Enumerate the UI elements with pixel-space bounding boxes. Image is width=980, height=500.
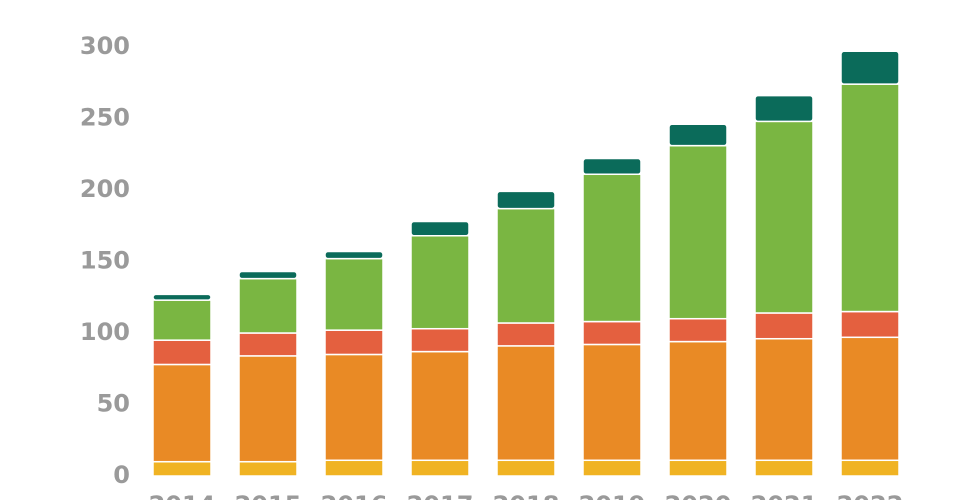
bar-segment bbox=[324, 459, 384, 477]
bar-segment bbox=[668, 123, 728, 147]
x-tick-label: 2021 bbox=[751, 491, 818, 500]
bar-segment bbox=[668, 317, 728, 343]
bar-segment bbox=[324, 257, 384, 331]
bar-segment bbox=[238, 332, 298, 357]
y-tick-label: 250 bbox=[80, 104, 130, 132]
bar-segment bbox=[668, 340, 728, 462]
bar-segment bbox=[238, 277, 298, 334]
bar-segment bbox=[840, 336, 900, 462]
bar-segment bbox=[582, 343, 642, 462]
bar-segment bbox=[496, 207, 556, 324]
x-tick-label: 2017 bbox=[407, 491, 474, 500]
x-tick-label: 2022 bbox=[837, 491, 904, 500]
bar-segment bbox=[238, 355, 298, 463]
bar-segment bbox=[410, 350, 470, 462]
bar-segment bbox=[496, 322, 556, 347]
bar-segment bbox=[840, 459, 900, 477]
y-tick-label: 50 bbox=[97, 390, 130, 418]
x-tick-label: 2016 bbox=[321, 491, 388, 500]
x-tick-label: 2020 bbox=[665, 491, 732, 500]
bar-segment bbox=[754, 337, 814, 462]
bar-segment bbox=[582, 320, 642, 346]
bar-segment bbox=[582, 157, 642, 176]
x-tick-label: 2018 bbox=[493, 491, 560, 500]
bar-segment bbox=[840, 310, 900, 339]
bar-segment bbox=[238, 270, 298, 280]
bar-segment bbox=[496, 345, 556, 462]
bar-segment bbox=[410, 459, 470, 477]
bar-segment bbox=[582, 173, 642, 323]
bar-segment bbox=[324, 353, 384, 462]
bar-segment bbox=[668, 459, 728, 477]
bar-segment bbox=[754, 94, 814, 123]
bar-segment bbox=[152, 293, 212, 301]
bar-segment bbox=[152, 460, 212, 477]
bar-segment bbox=[152, 339, 212, 366]
y-tick-label: 0 bbox=[113, 461, 130, 489]
bar-segment bbox=[754, 120, 814, 314]
x-tick-label: 2014 bbox=[149, 491, 216, 500]
bar-segment bbox=[410, 235, 470, 330]
bar-segment bbox=[582, 459, 642, 477]
x-tick-label: 2019 bbox=[579, 491, 646, 500]
y-tick-label: 150 bbox=[80, 247, 130, 275]
bar-segment bbox=[152, 299, 212, 341]
bar-segment bbox=[840, 83, 900, 313]
bar-segment bbox=[410, 220, 470, 237]
bar-segment bbox=[410, 327, 470, 353]
bar-segment bbox=[152, 363, 212, 463]
y-tick-label: 200 bbox=[80, 175, 130, 203]
y-tick-label: 300 bbox=[80, 32, 130, 60]
x-tick-label: 2015 bbox=[235, 491, 302, 500]
bar-segment bbox=[324, 250, 384, 260]
bar-segment bbox=[668, 144, 728, 320]
y-tick-label: 100 bbox=[80, 318, 130, 346]
bar-segment bbox=[754, 312, 814, 340]
bar-segment bbox=[840, 50, 900, 85]
bar-segment bbox=[496, 459, 556, 477]
bar-segment bbox=[238, 460, 298, 477]
bar-segment bbox=[324, 329, 384, 356]
bar-segment bbox=[754, 459, 814, 477]
bar-segment bbox=[496, 190, 556, 210]
